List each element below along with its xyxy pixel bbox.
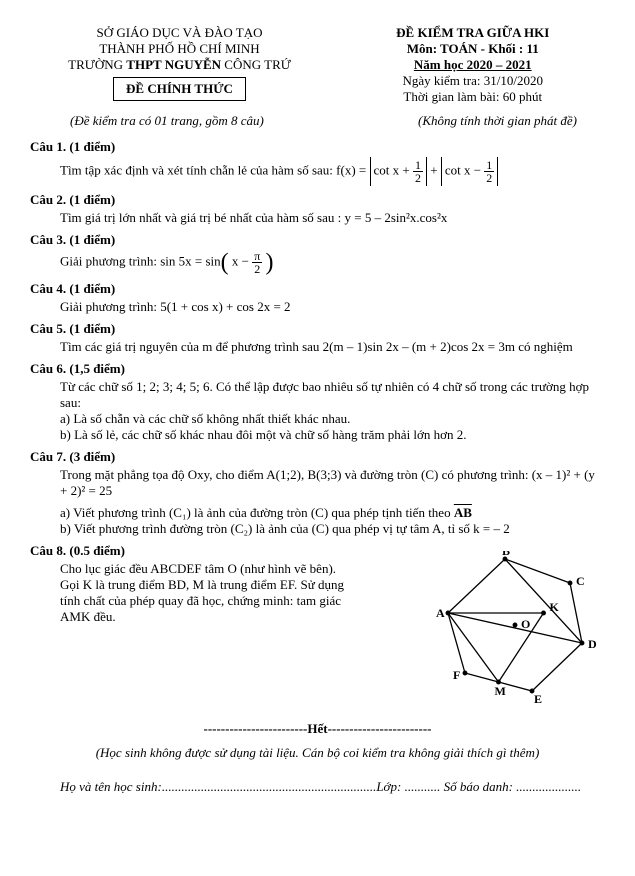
note-row: (Đề kiểm tra có 01 trang, gồm 8 câu) (Kh… [30, 113, 605, 129]
footer-note: (Học sinh không được sử dụng tài liệu. C… [30, 745, 605, 761]
q4-body: Giải phương trình: 5(1 + cos x) + cos 2x… [30, 299, 605, 315]
q7-intro: Trong mặt phẳng tọa độ Oxy, cho điểm A(1… [60, 467, 605, 499]
q5-body: Tìm các giá trị nguyên của m để phương t… [30, 339, 605, 355]
abs-2: cot x − 12 [441, 157, 498, 186]
end-separator: ------------------------Hết-------------… [30, 721, 605, 737]
q3-body: Giải phương trình: sin 5x = sin( x − π2 … [30, 250, 605, 275]
svg-text:B: B [502, 551, 510, 558]
official-stamp: ĐỀ CHÍNH THỨC [113, 77, 246, 101]
q7-a: a) Viết phương trình (C₁) là ảnh của đườ… [60, 505, 605, 521]
svg-text:E: E [534, 692, 542, 706]
q3-title: Câu 3. (1 điểm) [30, 232, 605, 248]
svg-text:C: C [576, 574, 585, 588]
subject: Môn: TOÁN - Khối : 11 [341, 41, 606, 57]
header: SỞ GIÁO DỤC VÀ ĐÀO TẠO THÀNH PHỐ HỒ CHÍ … [30, 25, 605, 105]
question-3: Câu 3. (1 điểm) Giải phương trình: sin 5… [30, 232, 605, 275]
q5-title: Câu 5. (1 điểm) [30, 321, 605, 337]
hexagon-figure: A B C D E F K M O [430, 551, 605, 711]
question-6: Câu 6. (1,5 điểm) Từ các chữ số 1; 2; 3;… [30, 361, 605, 443]
q4-title: Câu 4. (1 điểm) [30, 281, 605, 297]
school: TRƯỜNG THPT NGUYỄN CÔNG TRỨ [30, 57, 329, 73]
question-5: Câu 5. (1 điểm) Tìm các giá trị nguyên c… [30, 321, 605, 355]
question-4: Câu 4. (1 điểm) Giải phương trình: 5(1 +… [30, 281, 605, 315]
svg-text:M: M [495, 684, 506, 698]
question-7: Câu 7. (3 điểm) Trong mặt phẳng tọa độ O… [30, 449, 605, 537]
q6-b: b) Là số lẻ, các chữ số khác nhau đôi mộ… [60, 427, 605, 443]
exam-date: Ngày kiểm tra: 31/10/2020 [341, 73, 606, 89]
question-2: Câu 2. (1 điểm) Tìm giá trị lớn nhất và … [30, 192, 605, 226]
header-right: ĐỀ KIỂM TRA GIỮA HKI Môn: TOÁN - Khối : … [341, 25, 606, 105]
q6-intro: Từ các chữ số 1; 2; 3; 4; 5; 6. Có thể l… [60, 379, 605, 411]
svg-text:F: F [453, 668, 460, 682]
city: THÀNH PHỐ HỒ CHÍ MINH [30, 41, 329, 57]
svg-text:A: A [436, 606, 445, 620]
abs-1: cot x + 12 [370, 157, 427, 186]
pages-note: (Đề kiểm tra có 01 trang, gồm 8 câu) [30, 113, 264, 129]
exam-title: ĐỀ KIỂM TRA GIỮA HKI [341, 25, 606, 41]
year: Năm học 2020 – 2021 [341, 57, 606, 73]
signature-line: Họ và tên học sinh:.....................… [30, 779, 605, 795]
q2-body: Tìm giá trị lớn nhất và giá trị bé nhất … [30, 210, 605, 226]
q6-body: Từ các chữ số 1; 2; 3; 4; 5; 6. Có thể l… [30, 379, 605, 443]
duration: Thời gian làm bài: 60 phút [341, 89, 606, 105]
q2-title: Câu 2. (1 điểm) [30, 192, 605, 208]
q6-a: a) Là số chẵn và các chữ số không nhất t… [60, 411, 605, 427]
svg-text:K: K [550, 600, 560, 614]
no-distrib-note: (Không tính thời gian phát đề) [418, 113, 605, 129]
q1-body: Tìm tập xác định và xét tính chẵn lẻ của… [30, 157, 605, 186]
svg-text:D: D [588, 637, 597, 651]
q7-body: Trong mặt phẳng tọa độ Oxy, cho điểm A(1… [30, 467, 605, 537]
question-8: Câu 8. (0.5 điểm) ABCDEFKMO Cho lục giác… [30, 543, 605, 711]
q7-title: Câu 7. (3 điểm) [30, 449, 605, 465]
q6-title: Câu 6. (1,5 điểm) [30, 361, 605, 377]
dept: SỞ GIÁO DỤC VÀ ĐÀO TẠO [30, 25, 329, 41]
svg-text:O: O [521, 617, 530, 631]
q7-b: b) Viết phương trình đường tròn (C₂) là … [60, 521, 605, 537]
question-1: Câu 1. (1 điểm) Tìm tập xác định và xét … [30, 139, 605, 186]
q1-title: Câu 1. (1 điểm) [30, 139, 605, 155]
header-left: SỞ GIÁO DỤC VÀ ĐÀO TẠO THÀNH PHỐ HỒ CHÍ … [30, 25, 329, 105]
